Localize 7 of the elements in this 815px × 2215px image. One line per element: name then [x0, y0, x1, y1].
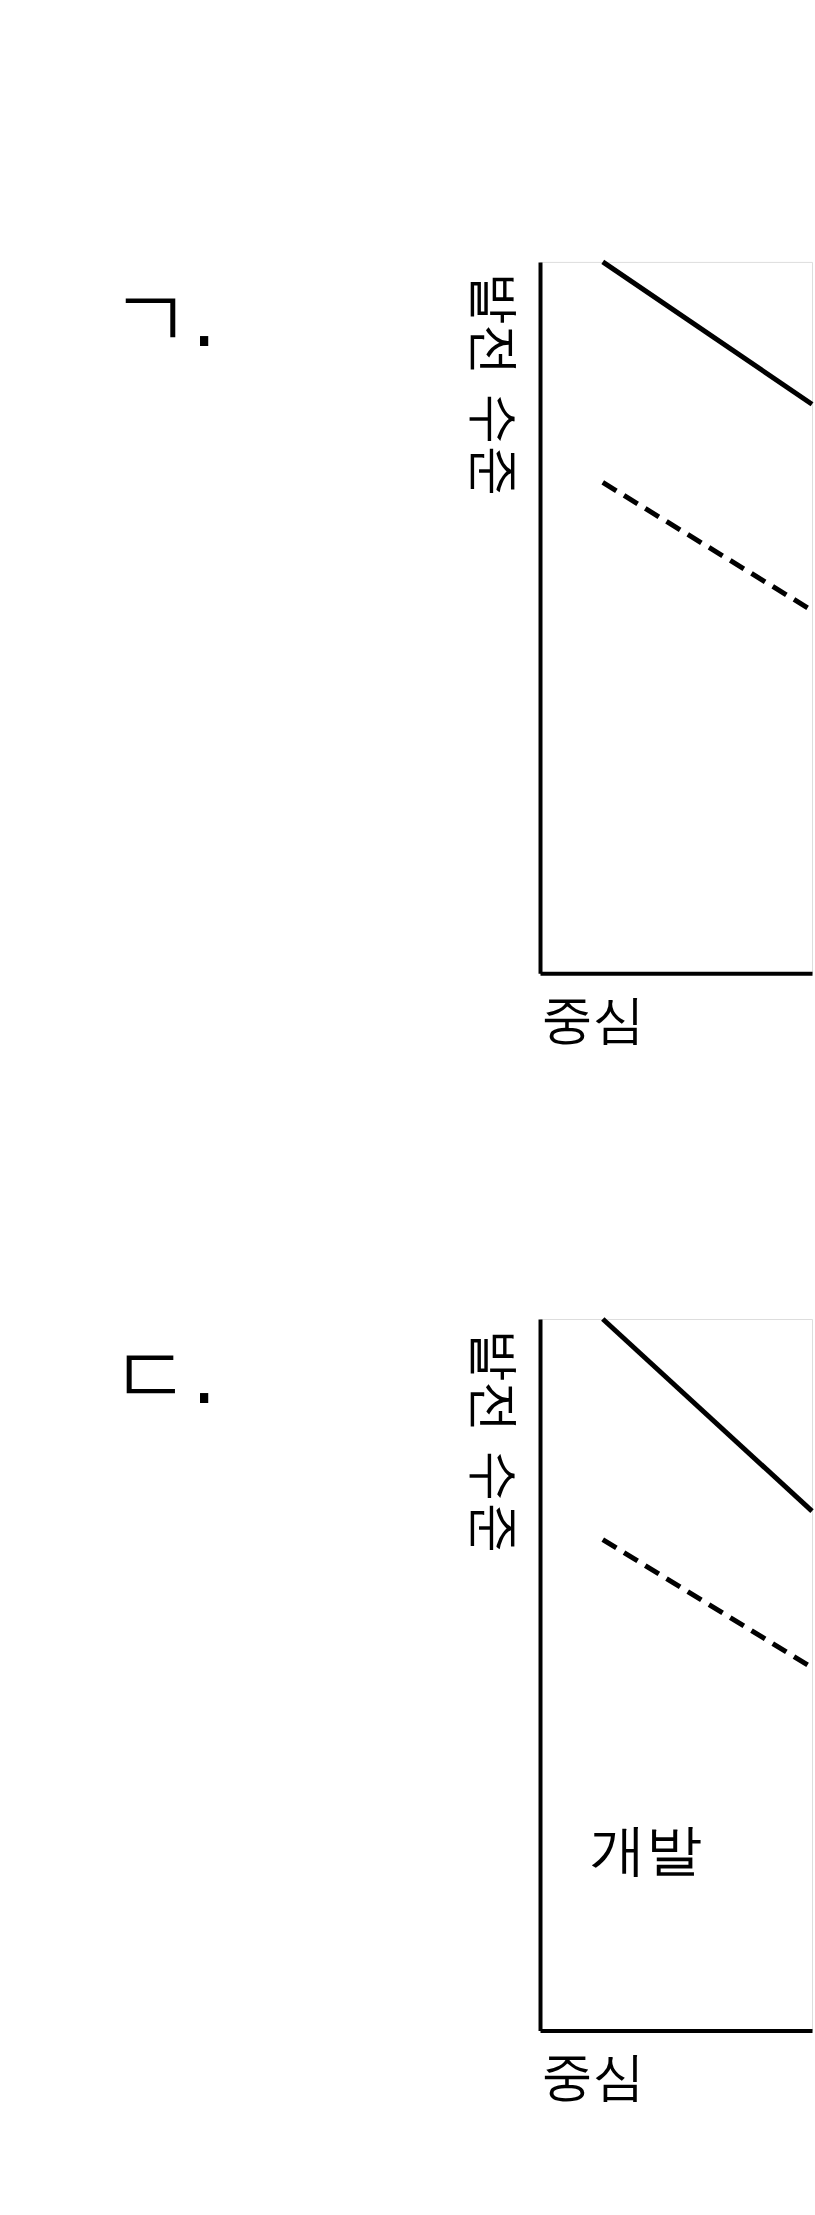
x-axis-title: 중심	[540, 988, 645, 1049]
chart-title: ㄷ.	[111, 1328, 217, 1422]
annotation: 개발	[589, 1817, 702, 1883]
chart-title: ㄱ.	[111, 271, 217, 365]
y-axis-title: 발전 수준	[464, 1329, 525, 1554]
x-axis-title: 중심	[540, 2045, 645, 2106]
y-axis-title: 발전 수준	[464, 272, 525, 497]
